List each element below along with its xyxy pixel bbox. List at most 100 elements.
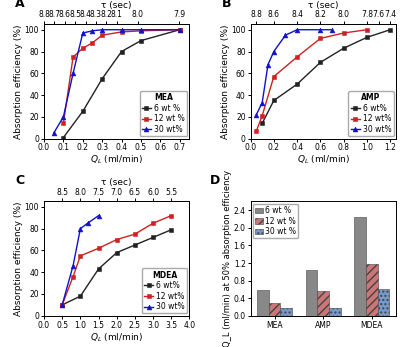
12 wt % (90, 41, 95, 45)
12 wt % (177, 28, 182, 32)
12 wt % (138, 29, 143, 33)
6 wt% (151, 235, 156, 239)
Text: B: B (222, 0, 231, 10)
Bar (366, 264, 378, 316)
30 wt% (260, 101, 264, 105)
30 wt% (283, 33, 288, 37)
30 wt% (330, 28, 334, 32)
Y-axis label: Absorption efficiency (%): Absorption efficiency (%) (14, 24, 23, 139)
30 wt% (96, 213, 101, 218)
X-axis label: $Q_L$ (ml/min): $Q_L$ (ml/min) (90, 154, 143, 166)
6 wt% (364, 35, 369, 40)
Y-axis label: Absorption efficiency (%): Absorption efficiency (%) (14, 201, 23, 316)
30 wt% (90, 29, 95, 33)
Line: 30 wt%: 30 wt% (254, 27, 334, 117)
12 wt % (61, 121, 66, 125)
30 wt% (138, 28, 143, 32)
6 wt % (80, 109, 85, 113)
30 wt% (60, 303, 64, 307)
12 wt% (260, 114, 264, 118)
6 wt % (100, 77, 104, 81)
30 wt% (272, 49, 276, 53)
Legend: 6 wt%, 12 wt%, 30 wt%: 6 wt%, 12 wt%, 30 wt% (348, 91, 394, 136)
12 wt% (364, 28, 369, 32)
X-axis label: τ (sec): τ (sec) (102, 178, 132, 187)
6 wt% (96, 267, 101, 271)
30 wt% (295, 28, 300, 32)
Bar (257, 290, 269, 316)
6 wt% (132, 243, 137, 247)
12 wt% (96, 246, 101, 250)
6 wt % (61, 135, 66, 139)
30 wt% (177, 28, 182, 32)
6 wt% (295, 82, 300, 86)
Bar (329, 308, 341, 316)
Line: 6 wt%: 6 wt% (260, 27, 393, 126)
X-axis label: τ (sec): τ (sec) (308, 1, 338, 10)
30 wt% (254, 112, 259, 117)
30 wt% (80, 31, 85, 35)
12 wt% (254, 129, 259, 133)
12 wt% (71, 274, 76, 279)
6 wt% (260, 121, 264, 125)
12 wt % (100, 33, 104, 37)
6 wt % (177, 28, 182, 32)
Y-axis label: Q_L (ml/min) at 50% absorption efficiency: Q_L (ml/min) at 50% absorption efficienc… (223, 170, 232, 347)
X-axis label: $Q_L$ (ml/min): $Q_L$ (ml/min) (297, 154, 350, 166)
Line: 6 wt%: 6 wt% (60, 227, 174, 307)
30 wt% (266, 62, 270, 67)
12 wt% (272, 75, 276, 79)
12 wt % (80, 46, 85, 50)
12 wt% (295, 55, 300, 59)
12 wt% (318, 36, 323, 41)
Legend: 6 wt %, 12 wt %, 30 wt%: 6 wt %, 12 wt %, 30 wt% (140, 91, 187, 136)
Text: A: A (15, 0, 24, 10)
6 wt% (114, 251, 119, 255)
30 wt% (318, 28, 323, 32)
6 wt% (341, 46, 346, 50)
30 wt% (78, 227, 83, 231)
12 wt% (78, 254, 83, 258)
12 wt% (60, 303, 64, 307)
Legend: 6 wt %, 12 wt %, 30 wt %: 6 wt %, 12 wt %, 30 wt % (253, 204, 298, 238)
12 wt% (169, 213, 174, 218)
Text: D: D (210, 174, 220, 187)
6 wt% (60, 303, 64, 307)
30 wt% (71, 71, 76, 75)
6 wt% (318, 60, 323, 65)
6 wt % (138, 39, 143, 43)
Bar (306, 270, 318, 316)
6 wt% (388, 28, 392, 32)
12 wt% (132, 232, 137, 236)
12 wt% (341, 31, 346, 35)
6 wt% (272, 99, 276, 103)
Line: 6 wt %: 6 wt % (61, 27, 182, 140)
30 wt% (61, 115, 66, 119)
12 wt % (71, 55, 76, 59)
Line: 12 wt%: 12 wt% (60, 213, 174, 307)
Line: 12 wt %: 12 wt % (61, 27, 182, 126)
Text: C: C (15, 174, 24, 187)
30 wt% (51, 131, 56, 135)
Bar (354, 217, 366, 316)
Y-axis label: Absorption efficiency (%): Absorption efficiency (%) (221, 24, 230, 139)
X-axis label: $Q_L$ (ml/min): $Q_L$ (ml/min) (90, 331, 143, 344)
30 wt% (100, 28, 104, 32)
Line: 30 wt%: 30 wt% (51, 27, 182, 136)
12 wt% (151, 221, 156, 225)
12 wt % (119, 30, 124, 34)
30 wt% (119, 28, 124, 32)
X-axis label: τ (sec): τ (sec) (102, 1, 132, 10)
6 wt% (169, 228, 174, 232)
30 wt% (85, 221, 90, 225)
Bar (318, 291, 329, 316)
Bar (269, 303, 280, 316)
30 wt% (71, 264, 76, 268)
Bar (378, 289, 389, 316)
Line: 12 wt%: 12 wt% (254, 27, 369, 133)
Bar (280, 308, 292, 316)
Legend: 6 wt%, 12 wt%, 30 wt%: 6 wt%, 12 wt%, 30 wt% (142, 268, 187, 313)
Line: 30 wt%: 30 wt% (60, 213, 101, 307)
6 wt% (78, 294, 83, 298)
12 wt% (114, 237, 119, 242)
